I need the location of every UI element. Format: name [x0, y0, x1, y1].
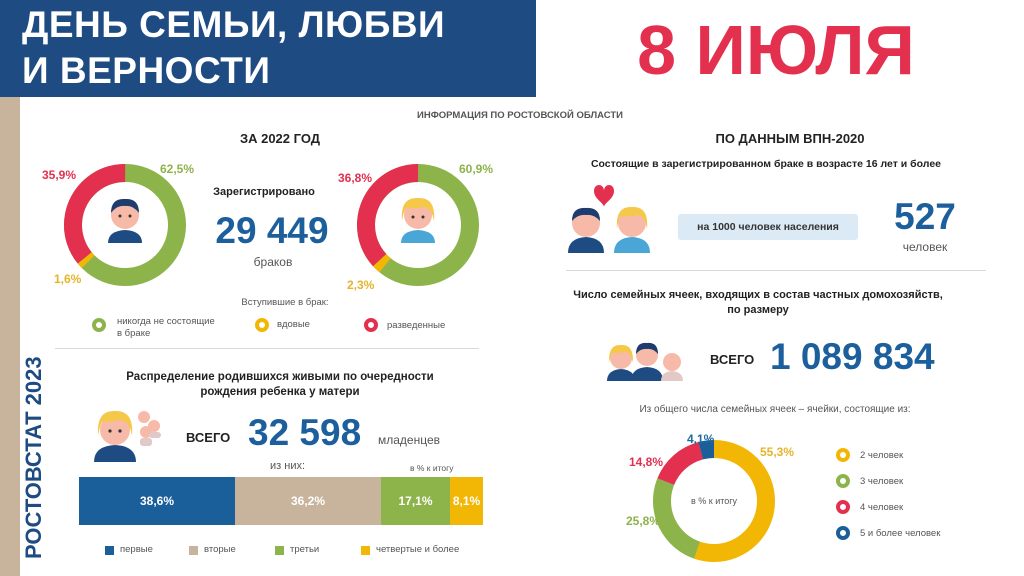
bar-segment-2: 36,2% — [235, 477, 381, 525]
header-banner — [0, 0, 536, 97]
men-never-pct: 62,5% — [160, 162, 195, 176]
family-size-legend: 2 человек 3 человек 4 человек 5 и более чел… — [836, 448, 1016, 548]
legend-divorced-dot — [364, 318, 378, 332]
married-unit: человек — [902, 240, 948, 254]
family-donut-slice-1 — [653, 440, 775, 562]
donut-slice-divorced — [357, 164, 479, 286]
man-icon — [108, 198, 142, 243]
divider-right — [566, 270, 986, 271]
families-value: 1 089 834 — [770, 336, 935, 377]
married-title: Состоящие в зарегистрированном браке в в… — [590, 158, 942, 170]
women-divorced-pct: 36,8% — [338, 171, 373, 185]
men-divorced-pct: 35,9% — [42, 168, 77, 182]
title-line-2: И ВЕРНОСТИ — [22, 50, 271, 91]
holiday-date: 8 ИЮЛЯ — [637, 11, 915, 89]
bar-legend-label-1: первые — [120, 544, 153, 555]
couple-heart-icon — [568, 185, 650, 253]
families-title: Число семейных ячеек, входящих в состав … — [573, 289, 943, 316]
bar-legend-label-3: третьи — [290, 544, 320, 555]
family-donut-slice-4 — [653, 440, 775, 562]
family-donut-slice-2 — [653, 440, 775, 562]
of-them-label: из них: — [270, 460, 306, 472]
bar-legend-swatch-1 — [105, 546, 114, 555]
bar-legend-swatch-2 — [189, 546, 198, 555]
legend-divorced: разведенные — [387, 320, 446, 331]
births-total-label: ВСЕГО — [186, 430, 231, 445]
year-title: ЗА 2022 ГОД — [239, 131, 321, 146]
family-legend-dot-2 — [836, 474, 850, 488]
mother-children-icon — [94, 410, 161, 462]
births-unit: младенцев — [378, 433, 441, 447]
census-title: ПО ДАННЫМ ВПН-2020 — [715, 131, 865, 146]
registered-value: 29 449 — [215, 210, 329, 251]
fam-pct-3: 25,8% — [626, 514, 661, 528]
births-value: 32 598 — [248, 412, 362, 453]
married-value: 527 — [894, 196, 956, 237]
woman-icon — [401, 197, 435, 243]
women-never-pct: 60,9% — [459, 162, 494, 176]
families-note: Из общего числа семейных ячеек – ячейки,… — [639, 404, 911, 415]
fam-pct-2: 55,3% — [760, 445, 795, 459]
family-legend-dot-3 — [836, 500, 850, 514]
family-legend-dot-1 — [836, 448, 850, 462]
fam-pct-4: 14,8% — [629, 455, 664, 469]
bar-legend-swatch-3 — [275, 546, 284, 555]
women-widowed-pct: 2,3% — [347, 278, 375, 292]
family-legend-label-4: 5 и более человек — [860, 528, 941, 539]
donut-center-label: в % к итогу — [690, 496, 738, 506]
entered-label: Вступившие в брак: — [241, 297, 329, 308]
per-1000-badge: на 1000 человек населения — [678, 214, 858, 240]
family-legend-label-3: 4 человек — [860, 502, 904, 513]
donut-slice-divorced — [64, 164, 186, 286]
men-widowed-pct: 1,6% — [54, 272, 82, 286]
bar-legend-label-4: четвертые и более — [376, 544, 460, 555]
women-marital-donut — [357, 164, 479, 286]
family-legend-dot-4 — [836, 526, 850, 540]
title-line-1: ДЕНЬ СЕМЬИ, ЛЮБВИ — [22, 4, 446, 45]
bar-segment-4: 8,1% — [450, 477, 483, 525]
family-icon — [607, 342, 683, 381]
legend-never-dot — [92, 318, 106, 332]
fam-pct-5plus: 4,1% — [687, 432, 715, 446]
page-title: ДЕНЬ СЕМЬИ, ЛЮБВИ И ВЕРНОСТИ — [22, 2, 522, 94]
bar-legend-label-2: вторые — [204, 544, 236, 555]
men-marital-donut — [64, 164, 187, 286]
birth-order-bar: 38,6% 36,2% 17,1% 8,1% — [79, 477, 483, 525]
family-size-donut — [653, 439, 775, 562]
family-legend-label-2: 3 человек — [860, 476, 904, 487]
bar-segment-3: 17,1% — [381, 477, 450, 525]
bar-segment-1: 38,6% — [79, 477, 235, 525]
registered-label: Зарегистрировано — [213, 186, 315, 198]
pct-of-total-label: в % к итогу — [410, 463, 454, 473]
side-label: РОСТОВСТАТ 2023 — [21, 356, 46, 559]
births-title: Распределение родившихся живыми по очере… — [126, 371, 434, 398]
bar-legend-swatch-4 — [361, 546, 370, 555]
divider-left — [55, 348, 479, 349]
registered-unit: браков — [253, 255, 293, 269]
legend-widowed: вдовые — [277, 319, 310, 330]
family-legend-label-1: 2 человек — [860, 450, 904, 461]
side-band — [0, 97, 20, 576]
region-subtitle: ИНФОРМАЦИЯ ПО РОСТОВСКОЙ ОБЛАСТИ — [417, 110, 623, 121]
legend-widowed-dot — [255, 318, 269, 332]
birth-order-legend: первые вторые третьи четвертые и более — [105, 544, 505, 558]
families-total-label: ВСЕГО — [710, 352, 755, 367]
legend-never: никогда не состоящие в браке — [117, 316, 215, 339]
